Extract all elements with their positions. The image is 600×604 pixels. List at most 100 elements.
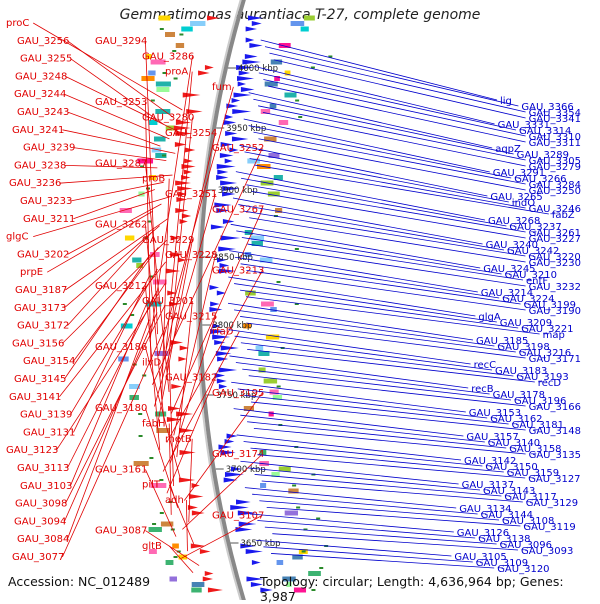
cog-block [165,125,174,131]
rna-tick [147,220,152,223]
right-leader-line [234,256,500,299]
left-gene-label: GAU_3211 [23,214,75,225]
right-leader-line [229,355,469,389]
left-leader-line [65,305,166,504]
right-leader-line [264,526,497,545]
left-gene-label: GAU_3145 [14,374,66,385]
right-leader-line [258,138,526,191]
minus-strand-gene [218,246,236,252]
cog-block [129,395,139,400]
left-gene-label: GAU_3154 [23,356,75,367]
right-leader-line [267,85,526,143]
minus-strand-gene [225,131,238,136]
plus-strand-gene [173,125,191,131]
right-gene-label: GAU_3341 [529,114,581,125]
right-leader-line [255,539,452,557]
rna-tick [130,314,135,316]
minus-strand-gene [214,202,232,208]
minus-strand-gene [218,268,236,274]
minus-strand-gene [212,334,231,340]
left-gene-label: GAU_3294 [95,36,147,47]
right-leader-line [235,171,486,221]
rna-tick [311,589,316,591]
rna-tick [316,517,321,520]
minus-strand-gene [232,109,252,114]
minus-strand-gene [222,191,236,197]
right-leader-line [240,316,516,353]
left-gene-label: GAU_3286 [142,51,194,62]
minus-strand-gene [237,76,255,81]
minus-strand-gene [237,510,257,516]
left-gene-label: GAU_3256 [17,36,69,47]
right-gene-label: GAU_3237 [509,222,561,233]
cog-block [149,175,157,180]
cog-block [278,43,291,48]
minus-strand-gene [231,98,241,103]
cog-block [269,389,279,395]
left-leader-line [145,224,165,421]
rna-tick [173,556,178,558]
left-gene-label: GAU_3255 [20,54,72,65]
left-gene-label: GAU_3107 [212,510,264,521]
right-gene-label: GAU_3157 [466,432,518,443]
left-leader-line [154,193,216,407]
left-leader-line [159,132,216,378]
left-gene-label: gltB [142,541,162,552]
minus-strand-gene [230,505,249,510]
cog-block [258,367,266,373]
right-leader-line [264,46,519,107]
right-leader-line [229,250,478,293]
right-leader-line [242,368,512,401]
right-gene-label: GAU_3119 [523,522,575,533]
right-leader-line [234,335,493,371]
right-leader-line [248,92,493,149]
cog-block [268,153,280,158]
plus-strand-gene [207,587,223,593]
right-gene-label: GAU_3190 [529,306,581,317]
minus-strand-gene [245,37,255,43]
minus-strand-gene [223,477,238,483]
minus-strand-gene [212,323,221,329]
cog-block [251,241,263,246]
cog-block [308,571,321,576]
cog-block [150,483,167,488]
right-leader-line [232,197,483,245]
cog-block [191,582,205,587]
plus-strand-gene [169,301,180,307]
cog-block [284,510,299,516]
left-gene-label: ilvD [142,357,161,368]
cog-block [152,279,167,285]
plus-strand-gene [171,384,182,389]
cog-block [271,472,280,477]
left-gene-label: GAU_3077 [12,552,64,563]
minus-strand-gene [210,301,220,307]
right-gene-label: GAU_3331 [498,120,550,131]
left-leader-line [59,174,173,184]
kbp-label: 3650 kbp [241,539,281,549]
left-leader-line [73,189,155,220]
right-gene-label: GAU_3305 [529,156,581,167]
right-leader-line [247,348,535,383]
right-leader-line [266,506,521,527]
plus-strand-gene [174,142,187,147]
left-leader-line [149,56,193,342]
cog-block [141,76,155,81]
right-gene-label: GAU_3108 [502,516,554,527]
left-leader-line [62,326,166,558]
left-leader-line [145,346,181,479]
right-leader-line [249,513,454,533]
minus-strand-gene [230,466,242,472]
left-gene-label: GAU_3244 [14,89,66,100]
right-gene-label: GAU_3210 [505,270,557,281]
plus-strand-gene [186,109,203,114]
left-gene-label: GAU_3174 [212,449,264,460]
right-leader-line [254,164,549,215]
right-leader-line [237,388,488,419]
right-leader-line [248,125,512,179]
right-leader-line [246,322,526,359]
left-gene-label: GAU_3098 [15,499,67,510]
left-gene-label: GAU_3243 [17,107,69,118]
minus-strand-gene [260,587,273,593]
minus-strand-gene [244,54,258,59]
